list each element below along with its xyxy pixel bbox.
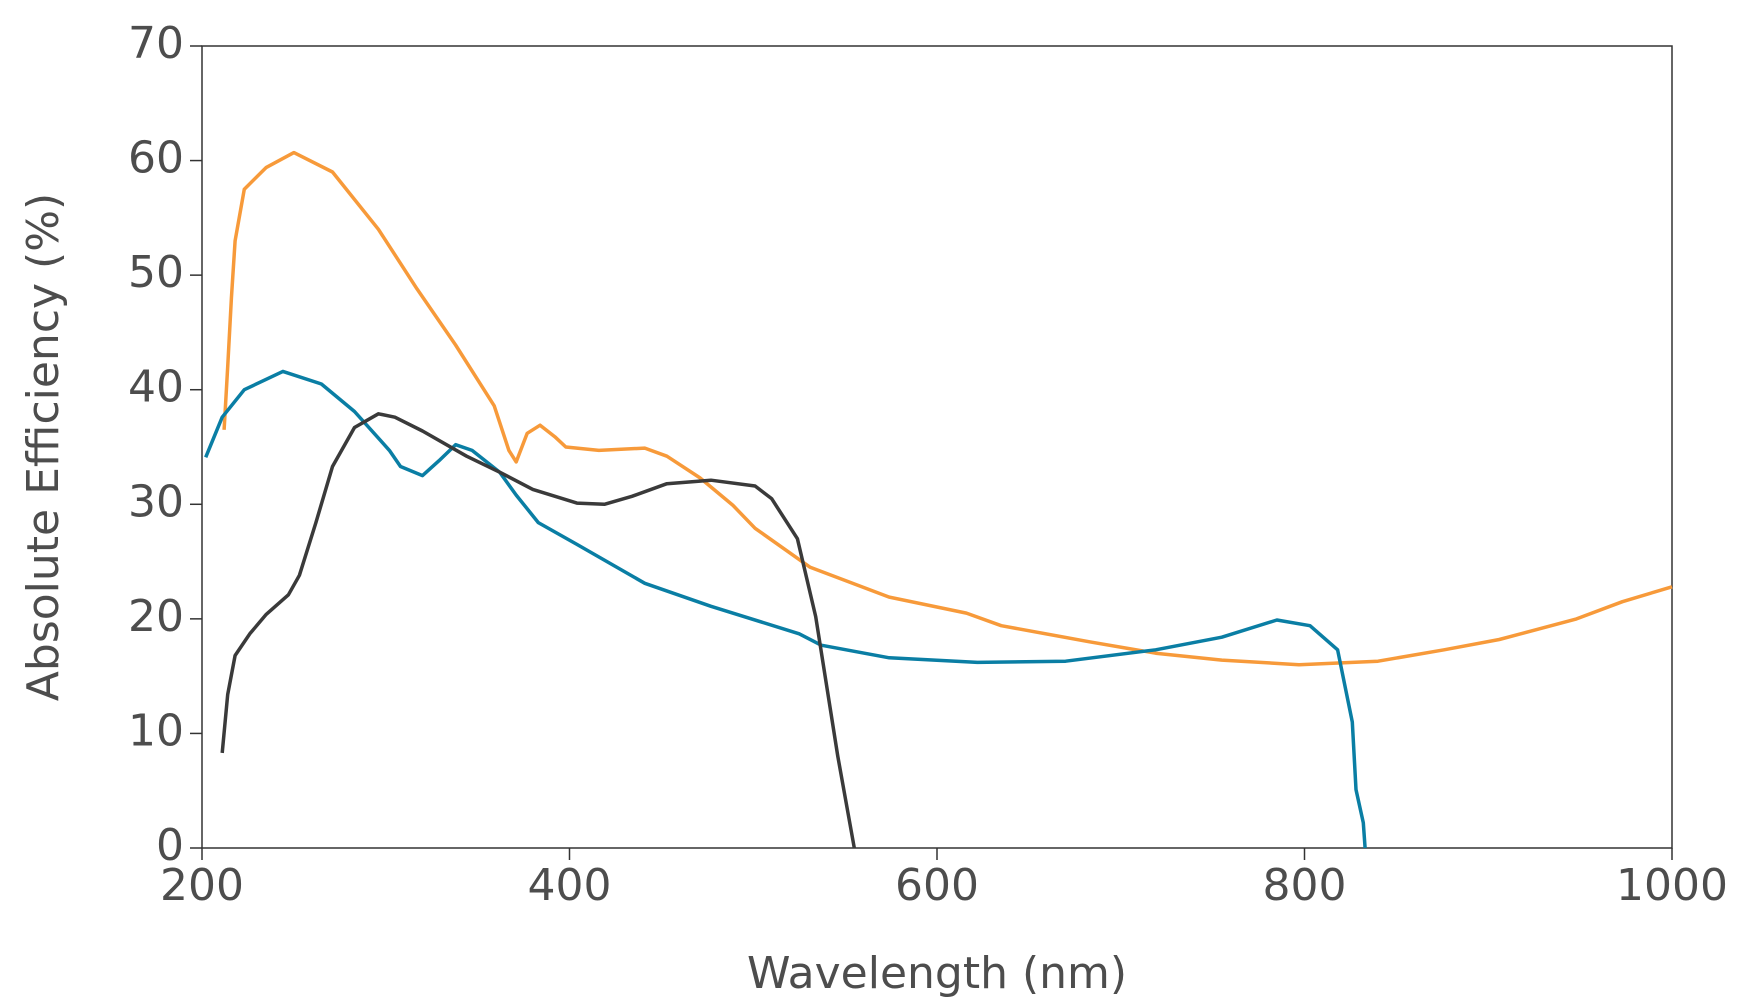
y-tick-label: 30	[128, 476, 184, 527]
y-axis-label: Absolute Efficiency (%)	[18, 193, 69, 701]
line-series	[204, 369, 1367, 849]
y-tick-label: 0	[156, 820, 184, 871]
x-tick-label: 400	[528, 860, 612, 911]
y-tick-label: 10	[128, 705, 184, 756]
x-axis-label: Wavelength (nm)	[747, 948, 1127, 999]
y-tick-label: 60	[128, 133, 184, 184]
y-tick-label: 50	[128, 247, 184, 298]
x-tick-label: 800	[1263, 860, 1347, 911]
x-tick-label: 1000	[1616, 860, 1728, 911]
line-series	[222, 150, 1673, 667]
y-tick-label: 70	[128, 18, 184, 69]
y-tick-label: 40	[128, 362, 184, 413]
x-tick-label: 200	[160, 860, 244, 911]
x-tick-label: 600	[895, 860, 979, 911]
plot-frame	[201, 45, 1673, 849]
y-tick-label: 20	[128, 591, 184, 642]
line-series	[220, 412, 857, 849]
